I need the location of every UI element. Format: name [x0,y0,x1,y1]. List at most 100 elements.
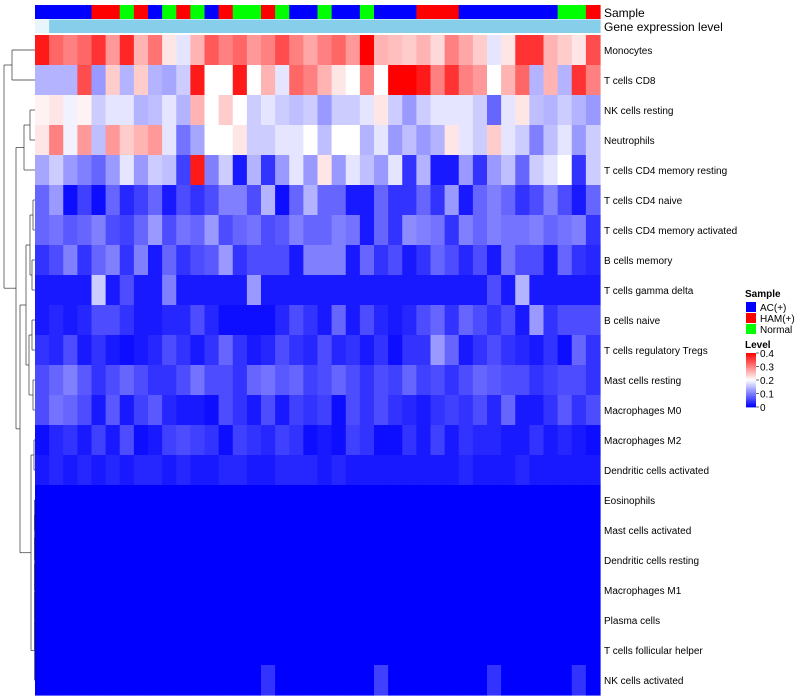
colorbar-step [746,401,756,404]
heatmap-cell [487,515,502,546]
sample-track-cell [119,5,135,19]
heatmap-cell [585,395,601,426]
heatmap-cell [176,665,191,696]
heatmap-cell [388,395,403,426]
heatmap-cell [317,395,333,426]
colorbar-step [746,378,756,381]
heatmap-cell [374,485,389,516]
heatmap-cell [218,275,234,306]
heatmap-cell [77,545,93,576]
heatmap-cell [63,245,78,276]
row-label: NK cells resting [604,106,673,117]
heatmap-cell [218,455,234,486]
heatmap-cell [162,305,177,336]
heatmap-cell [571,35,587,66]
heatmap-cell [374,125,389,156]
heatmap-cell [501,35,516,66]
heatmap-cell [529,365,545,396]
expression-track-cell [388,19,403,33]
heatmap-cell [585,365,601,396]
heatmap-cell [289,605,304,636]
heatmap-cell [133,335,149,366]
heatmap-cell [458,635,474,666]
heatmap-cell [204,335,220,366]
heatmap-cell [487,545,502,576]
heatmap-cell [402,485,417,516]
heatmap-cell [331,635,347,666]
heatmap-cell [515,305,530,336]
heatmap-cell [162,485,177,516]
heatmap-cell [557,455,573,486]
heatmap-cell [444,215,460,246]
heatmap-cell [289,65,304,96]
heatmap-cell [77,275,93,306]
heatmap-cell [374,35,389,66]
row-label: T cells follicular helper [604,646,703,657]
heatmap-cell [317,515,333,546]
heatmap-cell [246,35,262,66]
heatmap-cell [374,215,389,246]
sample-track-cell [35,5,50,19]
heatmap-cell [345,575,361,606]
colorbar-step [746,390,756,393]
heatmap-cell [105,65,121,96]
heatmap-cell [303,455,319,486]
heatmap-cell [543,515,559,546]
sample-track-cell [176,5,191,19]
heatmap-cell [571,65,587,96]
heatmap-cell [458,305,474,336]
heatmap-cell [105,215,121,246]
heatmap-cell [359,545,375,576]
heatmap-cell [501,275,516,306]
heatmap-cell [416,425,432,456]
heatmap-cell [77,35,93,66]
heatmap-cell [190,95,206,126]
heatmap-cell [289,125,304,156]
heatmap-cell [162,395,177,426]
heatmap-cell [571,425,587,456]
legend-sample-items: AC(+)HAM(+)Normal [746,302,795,336]
heatmap-cell [416,605,432,636]
expression-track-cell [91,19,107,33]
heatmap-cell [162,275,177,306]
heatmap-cell [359,65,375,96]
heatmap-cell [190,125,206,156]
heatmap-cell [359,185,375,216]
heatmap-cell [331,575,347,606]
heatmap-cell [232,635,248,666]
colorbar-tick-label: 0.4 [760,349,774,360]
sample-track-cell [444,5,460,19]
heatmap-cell [444,605,460,636]
heatmap-cell [529,245,545,276]
heatmap-cell [487,605,502,636]
heatmap-cell [91,335,107,366]
heatmap-cell [388,515,403,546]
heatmap-cell [515,635,530,666]
heatmap-cell [557,305,573,336]
row-label: Neutrophils [604,136,655,147]
heatmap-cell [458,215,474,246]
colorbar-step [746,386,756,389]
colorbar-step [746,369,756,371]
heatmap-cell [345,35,361,66]
heatmap-cell [289,395,304,426]
heatmap-cell [543,455,559,486]
expression-track-cell [374,19,389,33]
sample-track-cell [529,5,545,19]
heatmap-cell [571,125,587,156]
heatmap-cell [529,515,545,546]
heatmap-cell [585,515,601,546]
heatmap-cell [204,545,220,576]
heatmap-cell [416,125,432,156]
heatmap-cell [162,335,177,366]
legend-colorbar: 0.4 0.3 0.2 0.1 0 [746,349,774,414]
heatmap-cell [388,455,403,486]
sample-track-cell [275,5,290,19]
heatmap-cell [63,215,78,246]
heatmap-cell [529,35,545,66]
heatmap-cell [49,335,64,366]
heatmap-cell [133,485,149,516]
heatmap-cell [444,125,460,156]
expression-track-cell [190,19,206,33]
heatmap-cell [345,125,361,156]
